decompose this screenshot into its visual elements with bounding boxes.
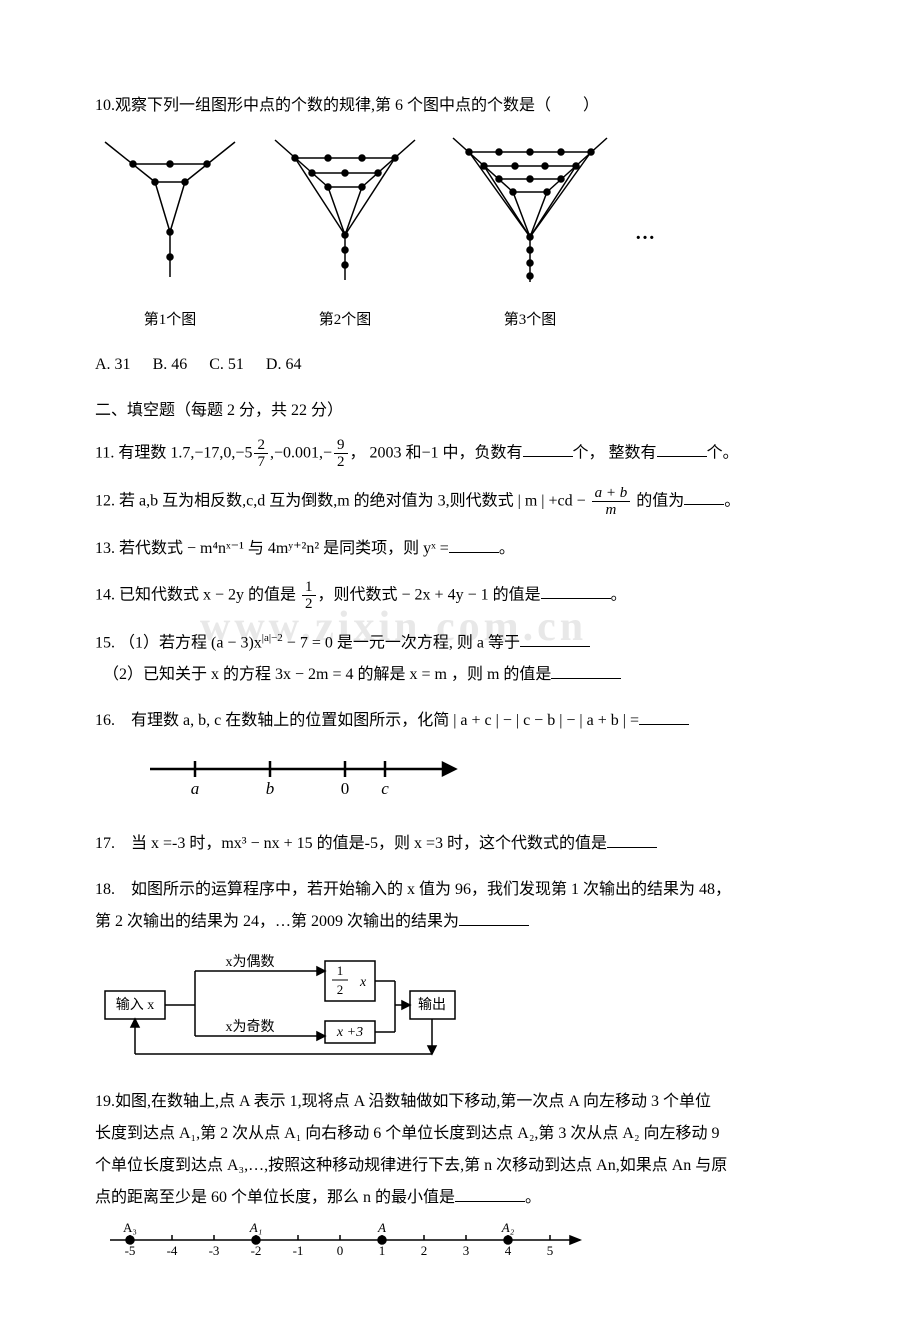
q12-end: 。 (724, 492, 740, 509)
q16-zero: 0 (341, 779, 350, 798)
q18-l1: 18. 如图所示的运算程序中，若开始输入的 x 值为 96，我们发现第 1 次输… (95, 874, 830, 906)
q16-b: b (266, 779, 275, 798)
q10-fig2-wrap: 第2个图 (265, 132, 425, 334)
q19-blank (455, 1186, 525, 1202)
q18-input: 输入 x (116, 997, 155, 1013)
q11-frac2: 92 (334, 437, 348, 471)
q14-mid: ，则代数式 − 2x + 4y − 1 的值是 (318, 586, 541, 603)
q16-numberline: a b 0 c (145, 749, 475, 799)
q14-pre: 14. 已知代数式 x − 2y 的值是 (95, 586, 300, 603)
svg-text:4: 4 (505, 1243, 512, 1258)
q10: 10.观察下列一组图形中点的个数的规律,第 6 个图中点的个数是（ ） 第1个图 (95, 90, 830, 381)
q11-mid2: ， 2003 和−1 中，负数有 (350, 444, 523, 461)
q15-p1b: − 7 = 0 是一元一次方程, 则 a 等于 (283, 634, 520, 651)
q14-end: 。 (611, 586, 627, 603)
q10-fig2 (265, 132, 425, 292)
svg-text:-5: -5 (125, 1243, 136, 1258)
svg-text:2: 2 (421, 1243, 428, 1258)
q19-A: A (377, 1220, 386, 1235)
q13-end: 。 (499, 540, 515, 557)
svg-text:-4: -4 (167, 1243, 178, 1258)
q10-choice-d: D. 64 (266, 356, 302, 373)
q18-half-d: 2 (337, 982, 344, 997)
q10-figures: 第1个图 第2个图 (95, 132, 830, 334)
q12-blank (684, 489, 724, 505)
q10-fig3-wrap: 第3个图 (445, 132, 615, 334)
svg-text:-2: -2 (251, 1243, 262, 1258)
q15-p2: （2）已知关于 x 的方程 3x − 2m = 4 的解是 x = m ，则 m… (103, 666, 551, 683)
q17-blank (607, 832, 657, 848)
q16-pre: 16. 有理数 a, b, c 在数轴上的位置如图所示，化简 | a + c |… (95, 712, 639, 729)
q11-frac1: 27 (254, 437, 268, 471)
svg-text:1: 1 (379, 1243, 386, 1258)
svg-text:3: 3 (463, 1243, 470, 1258)
q19-A2: A₂ (501, 1220, 515, 1235)
q13: 13. 若代数式 − m⁴nˣ⁻¹ 与 4mʸ⁺²n² 是同类项，则 yˣ = 。 (95, 533, 830, 565)
q18-out: 输出 (418, 997, 446, 1013)
q19-l4b: 。 (525, 1189, 541, 1206)
q11-tail: 个。 (707, 444, 739, 461)
q11-blank2 (657, 441, 707, 457)
q19-numberline: -5 -4 -3 -2 -1 0 1 2 3 4 5 A₃ A₁ A A₂ (100, 1220, 600, 1260)
q14-frac: 12 (302, 579, 316, 613)
svg-text:0: 0 (337, 1243, 344, 1258)
q15: 15. （1）若方程 (a − 3)x|a|−2 − 7 = 0 是一元一次方程… (95, 627, 830, 691)
q15-p1a: 15. （1）若方程 (a − 3)x (95, 634, 262, 651)
q10-fig3-label: 第3个图 (445, 307, 615, 334)
q14: 14. 已知代数式 x − 2y 的值是 12，则代数式 − 2x + 4y −… (95, 579, 830, 613)
q10-fig3 (445, 132, 615, 292)
q16: 16. 有理数 a, b, c 在数轴上的位置如图所示，化简 | a + c |… (95, 705, 830, 810)
q10-prompt: 10.观察下列一组图形中点的个数的规律,第 6 个图中点的个数是（ ） (95, 90, 830, 122)
q10-fig1-label: 第1个图 (95, 307, 245, 334)
q12-tail: 的值为 (632, 492, 684, 509)
q15-blank2 (551, 663, 621, 679)
q10-choice-a: A. 31 (95, 356, 131, 373)
q10-ellipsis: … (635, 215, 655, 251)
q15-blank1 (520, 631, 590, 647)
q12-pre: 12. 若 a,b 互为相反数,c,d 互为倒数,m 的绝对值为 3,则代数式 … (95, 492, 590, 509)
q10-fig1-wrap: 第1个图 (95, 132, 245, 334)
q10-fig1 (95, 132, 245, 292)
q19-l4a: 点的距离至少是 60 个单位长度，那么 n 的最小值是 (95, 1189, 455, 1206)
svg-text:5: 5 (547, 1243, 554, 1258)
q13-blank (449, 537, 499, 553)
q10-choices: A. 31 B. 46 C. 51 D. 64 (95, 349, 830, 381)
q16-c: c (381, 779, 389, 798)
svg-text:-1: -1 (293, 1243, 304, 1258)
q10-choice-b: B. 46 (153, 356, 188, 373)
q19-l2: 长度到达点 A₁,第 2 次从点 A₁ 向右移动 6 个单位长度到达点 A₂,第… (95, 1118, 830, 1150)
q10-choice-c: C. 51 (209, 356, 244, 373)
q11-mid1: ,−0.001,− (270, 444, 332, 461)
q19-l1: 19.如图,在数轴上,点 A 表示 1,现将点 A 沿数轴做如下移动,第一次点 … (95, 1086, 830, 1118)
q12-frac: a + bm (592, 485, 631, 519)
svg-text:-3: -3 (209, 1243, 220, 1258)
q18-half-x: x (359, 975, 367, 990)
q17-txt: 17. 当 x =-3 时，mx³ − nx + 15 的值是-5，则 x =3… (95, 835, 607, 852)
q11: 11. 有理数 1.7,−17,0,−527,−0.001,−92， 2003 … (95, 437, 830, 471)
q18-blank (459, 910, 529, 926)
q11-mid3: 个， 整数有 (573, 444, 657, 461)
section2-title: 二、填空题（每题 2 分，共 22 分） (95, 395, 830, 427)
q11-blank1 (523, 441, 573, 457)
q14-blank (541, 583, 611, 599)
q18-flowchart: 输入 x x为偶数 x为奇数 1 2 x x +3 输出 (100, 946, 470, 1061)
q18-half-n: 1 (337, 963, 344, 978)
q19-A1: A₁ (249, 1220, 262, 1235)
q18-l2: 第 2 次输出的结果为 24，…第 2009 次输出的结果为 (95, 913, 459, 930)
q18: 18. 如图所示的运算程序中，若开始输入的 x 值为 96，我们发现第 1 次输… (95, 874, 830, 1072)
q11-pre: 11. 有理数 1.7,−17,0,−5 (95, 444, 252, 461)
q12: 12. 若 a,b 互为相反数,c,d 互为倒数,m 的绝对值为 3,则代数式 … (95, 485, 830, 519)
q19-l3: 个单位长度到达点 A₃,…,按照这种移动规律进行下去,第 n 次移动到达点 An… (95, 1150, 830, 1182)
q16-blank (639, 709, 689, 725)
q18-odd: x为奇数 (226, 1018, 275, 1035)
q10-fig2-label: 第2个图 (265, 307, 425, 334)
q15-exp: |a|−2 (262, 632, 283, 644)
q19-A3: A₃ (123, 1220, 137, 1235)
q18-even: x为偶数 (226, 954, 275, 970)
q18-plus3: x +3 (336, 1025, 363, 1040)
q17: 17. 当 x =-3 时，mx³ − nx + 15 的值是-5，则 x =3… (95, 828, 830, 860)
q19: 19.如图,在数轴上,点 A 表示 1,现将点 A 沿数轴做如下移动,第一次点 … (95, 1086, 830, 1271)
q16-a: a (191, 779, 200, 798)
q13-txt: 13. 若代数式 − m⁴nˣ⁻¹ 与 4mʸ⁺²n² 是同类项，则 yˣ = (95, 540, 449, 557)
